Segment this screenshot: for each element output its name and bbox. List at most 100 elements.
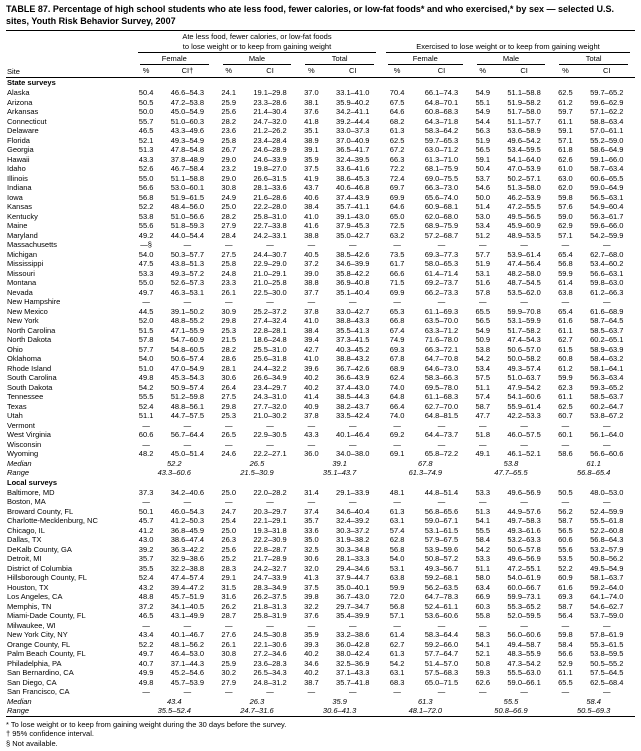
ci-cell: 52.6–57.3 — [170, 278, 205, 288]
ci-cell: 56.0–60.6 — [507, 630, 541, 640]
percent-cell: 62.6 — [558, 154, 573, 164]
percent-cell: — — [142, 687, 150, 697]
ci-cell: 43.1–49.9 — [170, 611, 205, 621]
site-cell: Indiana — [7, 183, 32, 193]
table-row: Mississippi 47.5 43.8–51.3 25.8 22.9–29.0 37.… — [6, 259, 635, 269]
site-cell: Nevada — [7, 287, 33, 297]
ci-cell: 49.7–58.3 — [507, 516, 541, 526]
percent-cell: 49.8 — [138, 373, 154, 383]
site-cell: North Carolina — [7, 325, 56, 335]
ci-cell: 50.9–57.4 — [170, 382, 205, 392]
ci-cell: 58.9–63.9 — [590, 344, 624, 354]
site-cell: Idaho — [7, 164, 26, 174]
percent-cell: 40.9 — [304, 401, 319, 411]
percent-cell: 53.3 — [475, 487, 491, 497]
ci-cell: 58.0–65.3 — [424, 259, 459, 269]
percent-cell: 60.6 — [138, 430, 154, 440]
ci-cell: 39.1–50.2 — [170, 306, 205, 316]
percent-cell: 30.2 — [221, 668, 237, 678]
ci-cell: 34.2–41.1 — [336, 107, 370, 117]
percent-cell: 61.4 — [558, 278, 573, 288]
ci-cell: 65.8–72.2 — [424, 449, 459, 459]
ci-cell: 47.0–53.9 — [507, 164, 541, 174]
percent-cell: 72.5 — [389, 221, 405, 231]
percent-cell: 57.6 — [558, 202, 573, 212]
percent-header: % — [298, 65, 325, 79]
percent-cell: 57.4 — [389, 525, 405, 535]
ci-cell: 25.6–31.8 — [253, 354, 287, 364]
table-row: Delaware 46.5 43.3–49.6 23.6 21.2–26.2 35.1 33… — [6, 126, 635, 136]
ci-cell: 59.6–62.9 — [590, 97, 624, 107]
percent-cell: 35.9 — [304, 154, 319, 164]
percent-cell: 43.0 — [138, 535, 154, 545]
table-row: Detroit, MI 35.7 32.9–38.6 25.2 21.7–28.9 30.… — [6, 554, 635, 564]
ci-cell: 28.3–34.9 — [253, 582, 287, 592]
percent-cell: 41.4 — [304, 392, 319, 402]
ci-cell: 48.9–53.5 — [507, 230, 541, 240]
percent-cell: 50.9 — [475, 335, 491, 345]
ci-cell: 38.0–42.4 — [336, 649, 370, 659]
ci-cell: 34.6–40.4 — [336, 506, 370, 516]
site-cell: Connecticut — [7, 116, 47, 126]
percent-cell: 42.7 — [304, 344, 319, 354]
ci-cell: 38.6–47.4 — [170, 535, 205, 545]
ci-cell: 35.9–40.2 — [336, 97, 370, 107]
percent-cell: 26.1 — [221, 639, 237, 649]
ci-cell: — — [266, 620, 274, 630]
percent-cell: 56.4 — [558, 611, 573, 621]
ci-cell: 32.4–39.5 — [336, 154, 370, 164]
percent-cell: 61.1 — [558, 116, 573, 126]
ci-cell: 46.4–53.0 — [170, 649, 205, 659]
ci-cell: 58.4–63.2 — [590, 354, 624, 364]
table-row: Connecticut 55.7 51.0–60.3 28.2 24.7–32.0 41.… — [6, 117, 635, 127]
percent-cell: 40.5 — [304, 249, 319, 259]
ci-cell: 47.4–56.4 — [507, 259, 541, 269]
table-row: Arkansas 50.0 45.0–54.9 25.6 21.4–30.4 37.6 34… — [6, 107, 635, 117]
percent-cell: 35.7 — [304, 516, 319, 526]
percent-cell: 25.8 — [221, 135, 237, 145]
table-row: Florida 52.1 49.3–54.9 25.8 23.4–28.4 38.9 37.… — [6, 136, 635, 146]
ci-cell: 56.3–61.7 — [590, 211, 624, 221]
footnote-survey-period: * To lose weight or to keep from gaining… — [6, 719, 287, 729]
percent-cell: 52.4 — [138, 573, 154, 583]
percent-cell: 52.2 — [138, 202, 154, 212]
ci-cell: 48.7–54.5 — [507, 278, 541, 288]
ci-cell: 51.1–57.7 — [507, 116, 541, 126]
ci-cell: 58.5–63.7 — [590, 392, 624, 402]
percent-cell: 71.5 — [389, 278, 405, 288]
percent-cell: 27.9 — [221, 677, 237, 687]
ci-cell: 45.0–54.9 — [170, 107, 205, 117]
ci-cell: 65.0–71.5 — [424, 677, 459, 687]
percent-cell: 37.6 — [304, 107, 319, 117]
percent-cell: 41.9 — [304, 173, 319, 183]
percent-cell: 23.6 — [221, 126, 237, 136]
ci-cell: 22.2–30.9 — [253, 535, 287, 545]
section-header-row: State surveys — [6, 78, 635, 89]
percent-cell: 25.8 — [221, 259, 237, 269]
percent-cell: 25.3 — [221, 325, 237, 335]
ci-cell: 63.0–71.2 — [424, 145, 459, 155]
percent-cell: 69.7 — [389, 183, 405, 193]
percent-cell: 51.9 — [475, 259, 491, 269]
percent-cell: — — [561, 297, 570, 307]
percent-cell: 61.6 — [558, 582, 573, 592]
percent-cell: 24.7 — [221, 506, 237, 516]
ci-cell: 22.5–30.0 — [253, 287, 287, 297]
ci-cell: 33.2–38.6 — [336, 630, 370, 640]
percent-cell: — — [307, 240, 316, 250]
ci-cell: 48.2–58.0 — [507, 268, 541, 278]
ci-cell: — — [520, 439, 528, 449]
ci-cell: 23.4–28.4 — [253, 135, 287, 145]
ci-cell: 49.6–56.9 — [507, 487, 541, 497]
percent-cell: — — [142, 420, 150, 430]
ci-cell: 53.8–59.5 — [590, 649, 624, 659]
ci-cell: 54.7–60.9 — [170, 335, 205, 345]
ci-cell: 26.5–34.3 — [253, 668, 287, 678]
percent-cell: 66.3 — [389, 154, 405, 164]
ci-cell: — — [183, 297, 192, 307]
percent-cell: 54.0 — [138, 354, 154, 364]
percent-cell: 48.1 — [389, 487, 405, 497]
percent-cell: — — [393, 297, 401, 307]
ci-cell: 59.0–67.1 — [424, 516, 459, 526]
